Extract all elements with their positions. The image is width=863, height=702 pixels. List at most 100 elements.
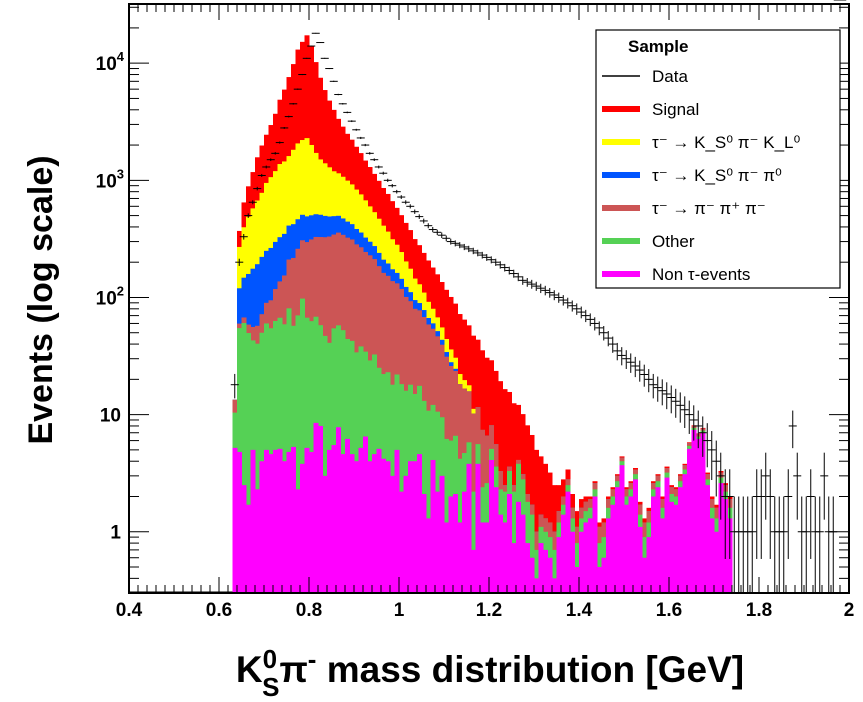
x-axis-title: K0 Sπ- mass distribution [GeV]: [236, 644, 744, 702]
bar-0-91: [642, 557, 647, 593]
x-tick-label: 1.8: [746, 600, 772, 621]
bar-0-48: [448, 496, 454, 593]
bar-0-104: [700, 432, 706, 593]
legend-swatch: [602, 271, 640, 277]
bar-0-27: [354, 461, 359, 593]
bar-0-51: [462, 491, 467, 593]
bar-0-58: [493, 487, 499, 593]
bar-1-3: [246, 333, 251, 593]
bar-1-47: [444, 438, 449, 593]
legend-label: Other: [652, 232, 695, 251]
bar-0-80: [592, 496, 598, 593]
bar-0-39: [408, 461, 413, 593]
bar-0-71: [552, 578, 557, 593]
bar-0-55: [480, 522, 485, 593]
bar-0-105: [705, 485, 710, 593]
bar-0-25: [345, 438, 350, 593]
bar-0-36: [394, 449, 400, 593]
bar-0-3: [246, 504, 251, 593]
bar-0-74: [565, 491, 571, 593]
bar-0-65: [525, 543, 530, 593]
legend: Sample Data Signal τ⁻ → K_S⁰ π⁻ K_L⁰ τ⁻ → K_…: [595, 29, 841, 289]
bar-0-18: [313, 422, 319, 593]
x-tick-label: 0.8: [296, 600, 322, 621]
bar-0-0: [232, 447, 238, 593]
x-tick-label: 1.6: [656, 600, 682, 621]
bar-0-15: [300, 463, 305, 593]
bar-0-92: [646, 537, 652, 593]
bar-0-44: [430, 459, 436, 593]
y-axis: 1 10 102 103 104: [96, 6, 849, 594]
bar-1-62: [511, 491, 517, 593]
bar-0-54: [475, 463, 481, 593]
bar-0-49: [453, 494, 458, 593]
bar-0-12: [286, 451, 292, 593]
bar-0-84: [610, 504, 616, 593]
x-tick-label: 1: [394, 600, 405, 621]
bar-0-10: [277, 448, 283, 593]
bar-0-106: [709, 518, 715, 593]
bar-0-77: [579, 531, 584, 593]
legend-label: Non τ-events: [652, 265, 750, 284]
bar-0-50: [457, 522, 463, 593]
legend-swatch: [602, 106, 640, 112]
bar-0-99: [678, 487, 683, 593]
bar-0-101: [687, 448, 692, 593]
legend-label: Signal: [652, 100, 699, 119]
bar-0-94: [655, 487, 661, 593]
bar-0-42: [421, 494, 427, 593]
bar-0-90: [637, 526, 643, 593]
bar-5-67: [534, 449, 539, 593]
bar-0-22: [331, 445, 337, 593]
legend-label: Data: [652, 67, 688, 86]
legend-box: [595, 29, 841, 289]
bar-0-47: [444, 522, 449, 593]
bar-0-43: [426, 518, 431, 593]
legend-swatch: [602, 205, 640, 211]
bar-0-14: [295, 489, 301, 593]
x-tick-label: 1.4: [566, 600, 593, 621]
bar-0-78: [583, 522, 589, 593]
bar-0-89: [633, 479, 638, 593]
bar-0-82: [601, 557, 607, 593]
y-tick-label: 10: [100, 406, 121, 427]
bar-1-20: [322, 335, 328, 593]
x-tick-label: 0.4: [116, 600, 143, 621]
bar-0-57: [489, 459, 494, 593]
bar-0-100: [682, 474, 688, 593]
bar-0-38: [403, 475, 409, 593]
bar-0-79: [588, 518, 593, 593]
legend-label: τ⁻ → π⁻ π⁺ π⁻: [652, 199, 766, 218]
y-tick-label: 104: [96, 49, 125, 75]
bar-0-56: [484, 522, 490, 593]
bar-1-66: [529, 514, 535, 593]
bar-1-71: [552, 549, 557, 593]
bar-0-93: [651, 496, 656, 593]
bar-0-107: [714, 531, 719, 593]
legend-label: τ⁻ → K_S⁰ π⁻ K_L⁰: [652, 133, 800, 152]
y-axis-title: Events (log scale): [22, 155, 60, 444]
bar-1-12: [286, 308, 292, 593]
bar-0-64: [520, 514, 526, 593]
bar-0-61: [507, 494, 512, 593]
bar-0-98: [673, 504, 679, 593]
bar-1-43: [426, 410, 431, 593]
bar-0-40: [412, 461, 418, 593]
x-tick-label: 2: [844, 600, 855, 621]
bar-0-6: [259, 461, 265, 593]
bar-0-4: [250, 449, 256, 593]
bar-0-67: [534, 578, 539, 593]
legend-label: τ⁻ → K_S⁰ π⁻ π⁰: [652, 166, 782, 185]
bar-0-37: [399, 491, 404, 593]
bar-0-76: [574, 567, 580, 593]
bar-0-5: [255, 489, 260, 593]
bar-0-87: [624, 504, 629, 593]
bar-0-85: [615, 487, 620, 593]
bar-0-45: [435, 491, 440, 593]
bar-1-2: [241, 323, 247, 593]
bar-0-26: [349, 454, 355, 593]
bar-0-95: [660, 518, 665, 593]
bar-0-13: [291, 446, 296, 593]
bar-0-33: [381, 458, 386, 593]
